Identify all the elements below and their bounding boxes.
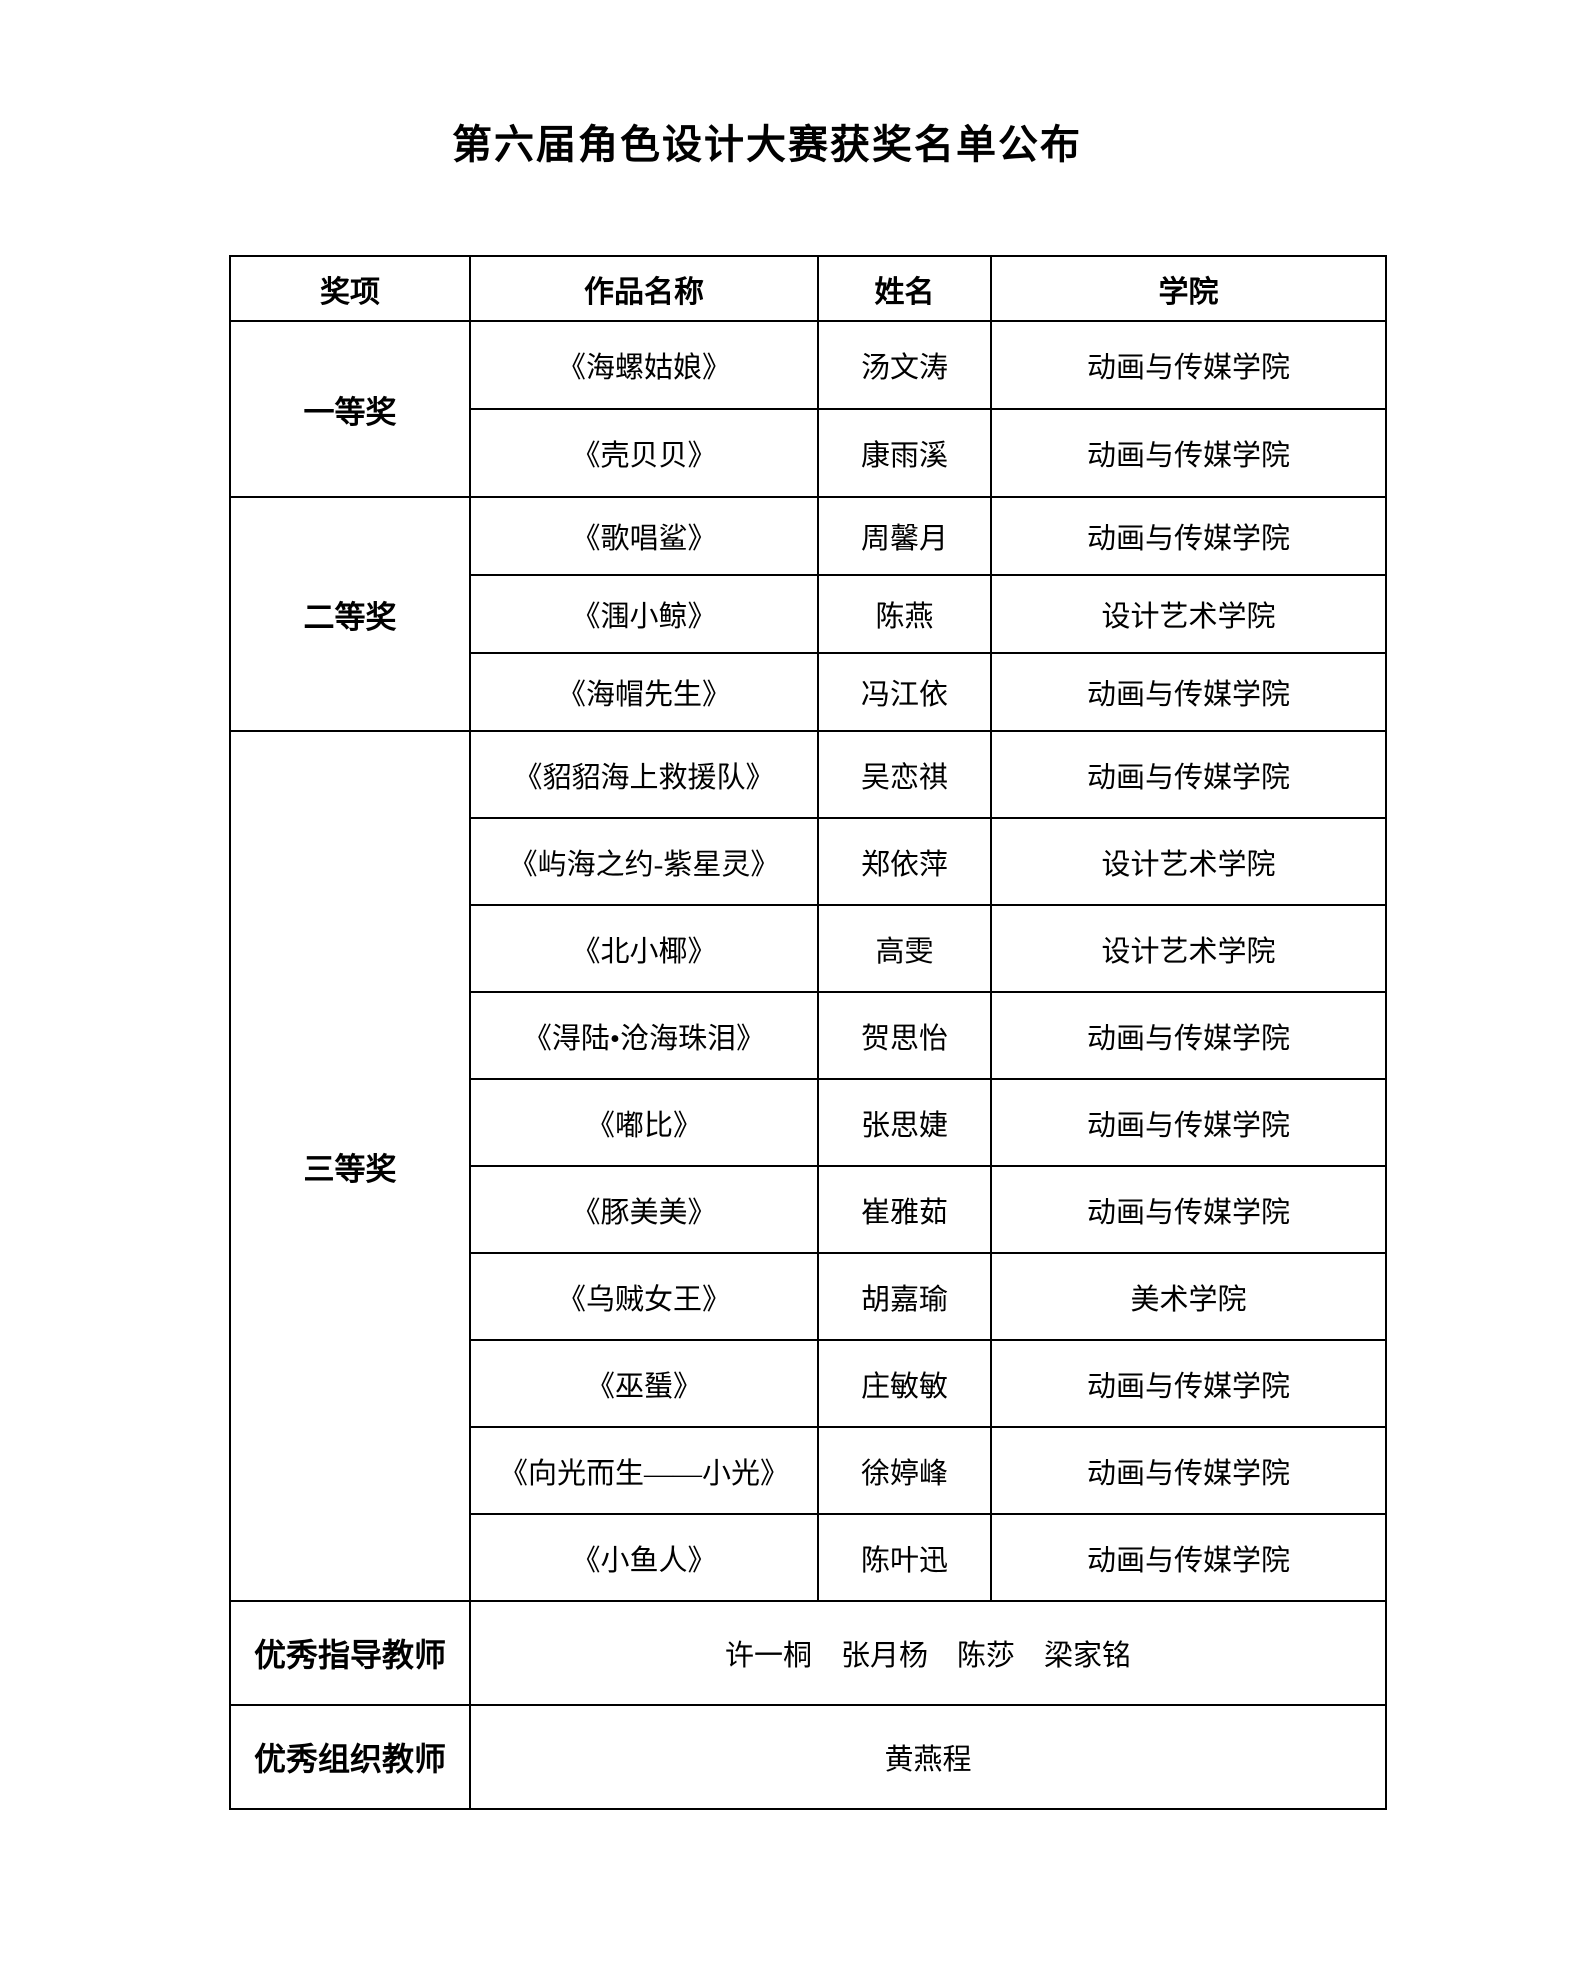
name-cell: 徐婷峰 [817, 1426, 992, 1515]
work-cell: 《豚美美》 [469, 1165, 819, 1254]
college-cell: 设计艺术学院 [990, 574, 1387, 654]
header-award: 奖项 [229, 255, 471, 322]
table-header-row: 奖项 作品名称 姓名 学院 [229, 255, 1387, 322]
name-cell: 高雯 [817, 904, 992, 993]
award-cell-second-prize: 二等奖 [229, 496, 471, 732]
award-table: 奖项 作品名称 姓名 学院 一等奖 《海螺姑娘》 汤文涛 动画与传媒学院 《壳贝… [229, 255, 1387, 1810]
table-row: 一等奖 《海螺姑娘》 汤文涛 动画与传媒学院 [229, 320, 1387, 498]
work-cell: 《歌唱鲨》 [469, 496, 819, 576]
table-row: 三等奖 《貂貂海上救援队》 吴恋祺 动画与传媒学院 [229, 730, 1387, 1602]
table-row: 《巫蜑》 庄敏敏 动画与传媒学院 [230, 1339, 1387, 1428]
page-title: 第六届角色设计大赛获奖名单公布 [452, 122, 1082, 167]
work-cell: 《貂貂海上救援队》 [469, 730, 819, 819]
name-cell: 陈燕 [817, 574, 992, 654]
table-row: 《小鱼人》 陈叶迅 动画与传媒学院 [230, 1513, 1387, 1602]
college-cell: 动画与传媒学院 [990, 1513, 1387, 1602]
name-cell: 庄敏敏 [817, 1339, 992, 1428]
name-cell: 吴恋祺 [817, 730, 992, 819]
work-cell: 《向光而生——小光》 [469, 1426, 819, 1515]
college-cell: 动画与传媒学院 [990, 496, 1387, 576]
footer-row-guidance-teachers: 优秀指导教师 许一桐 张月杨 陈莎 梁家铭 [229, 1600, 1387, 1706]
work-cell: 《嘟比》 [469, 1078, 819, 1167]
college-cell: 动画与传媒学院 [990, 408, 1387, 498]
table-row: 《壳贝贝》 康雨溪 动画与传媒学院 [230, 408, 1387, 498]
college-cell: 动画与传媒学院 [990, 320, 1387, 410]
footer-row-organizing-teachers: 优秀组织教师 黄燕程 [229, 1704, 1387, 1810]
footer-label: 优秀组织教师 [229, 1704, 471, 1810]
name-cell: 冯江依 [817, 652, 992, 732]
table-row: 二等奖 《歌唱鲨》 周馨月 动画与传媒学院 [229, 496, 1387, 732]
table-row: 《乌贼女王》 胡嘉瑜 美术学院 [230, 1252, 1387, 1341]
table-row: 《海帽先生》 冯江依 动画与传媒学院 [230, 652, 1387, 732]
college-cell: 动画与传媒学院 [990, 1078, 1387, 1167]
name-cell: 张思婕 [817, 1078, 992, 1167]
header-name: 姓名 [817, 255, 992, 322]
footer-value: 黄燕程 [469, 1704, 1387, 1810]
work-cell: 《涠小鲸》 [469, 574, 819, 654]
work-cell: 《北小椰》 [469, 904, 819, 993]
college-cell: 动画与传媒学院 [990, 1426, 1387, 1515]
college-cell: 设计艺术学院 [990, 904, 1387, 993]
work-cell: 《淂陆•沧海珠泪》 [469, 991, 819, 1080]
work-cell: 《小鱼人》 [469, 1513, 819, 1602]
table-row: 《淂陆•沧海珠泪》 贺思怡 动画与传媒学院 [230, 991, 1387, 1080]
footer-value: 许一桐 张月杨 陈莎 梁家铭 [469, 1600, 1387, 1706]
college-cell: 美术学院 [990, 1252, 1387, 1341]
header-college: 学院 [990, 255, 1387, 322]
header-work: 作品名称 [469, 255, 819, 322]
college-cell: 动画与传媒学院 [990, 991, 1387, 1080]
work-cell: 《海帽先生》 [469, 652, 819, 732]
award-cell-third-prize: 三等奖 [229, 730, 471, 1602]
college-cell: 设计艺术学院 [990, 817, 1387, 906]
name-cell: 崔雅茹 [817, 1165, 992, 1254]
name-cell: 贺思怡 [817, 991, 992, 1080]
college-cell: 动画与传媒学院 [990, 652, 1387, 732]
work-cell: 《巫蜑》 [469, 1339, 819, 1428]
work-cell: 《屿海之约-紫星灵》 [469, 817, 819, 906]
table-row: 《嘟比》 张思婕 动画与传媒学院 [230, 1078, 1387, 1167]
footer-label: 优秀指导教师 [229, 1600, 471, 1706]
name-cell: 郑依萍 [817, 817, 992, 906]
table-row: 《北小椰》 高雯 设计艺术学院 [230, 904, 1387, 993]
name-cell: 陈叶迅 [817, 1513, 992, 1602]
table-row: 《豚美美》 崔雅茹 动画与传媒学院 [230, 1165, 1387, 1254]
table-row: 《向光而生——小光》 徐婷峰 动画与传媒学院 [230, 1426, 1387, 1515]
work-cell: 《海螺姑娘》 [469, 320, 819, 410]
work-cell: 《壳贝贝》 [469, 408, 819, 498]
name-cell: 胡嘉瑜 [817, 1252, 992, 1341]
college-cell: 动画与传媒学院 [990, 1165, 1387, 1254]
table-row: 《涠小鲸》 陈燕 设计艺术学院 [230, 574, 1387, 654]
work-cell: 《乌贼女王》 [469, 1252, 819, 1341]
table-row: 《屿海之约-紫星灵》 郑依萍 设计艺术学院 [230, 817, 1387, 906]
name-cell: 康雨溪 [817, 408, 992, 498]
college-cell: 动画与传媒学院 [990, 1339, 1387, 1428]
name-cell: 汤文涛 [817, 320, 992, 410]
award-cell-first-prize: 一等奖 [229, 320, 471, 498]
name-cell: 周馨月 [817, 496, 992, 576]
college-cell: 动画与传媒学院 [990, 730, 1387, 819]
